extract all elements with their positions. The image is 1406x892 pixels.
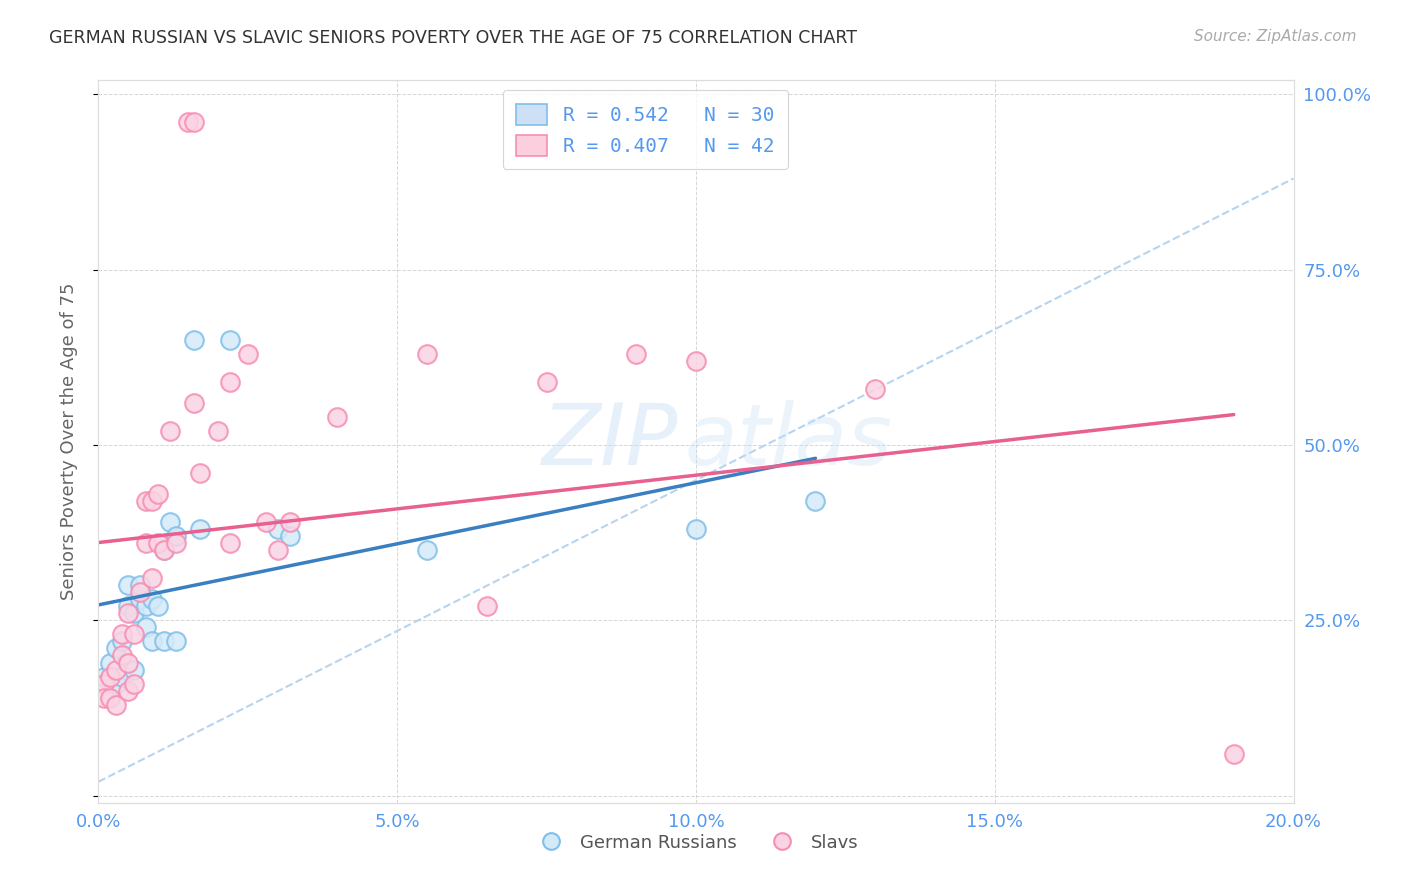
Point [416, 543, 439, 558]
Point [129, 592, 152, 607]
Point [165, 536, 187, 550]
Point [124, 663, 146, 677]
Point [153, 543, 176, 558]
Point [475, 599, 498, 614]
Point [165, 529, 187, 543]
Point [141, 494, 163, 508]
Point [219, 536, 242, 550]
Point [117, 578, 139, 592]
Point [129, 585, 152, 599]
Point [1223, 747, 1246, 761]
Point [165, 634, 187, 648]
Point [105, 641, 128, 656]
Point [105, 698, 128, 712]
Point [267, 543, 290, 558]
Point [111, 648, 134, 663]
Point [183, 333, 205, 347]
Point [111, 627, 134, 641]
Point [148, 487, 170, 501]
Point [236, 347, 259, 361]
Point [105, 663, 128, 677]
Point [124, 607, 146, 621]
Point [183, 115, 205, 129]
Point [685, 522, 707, 536]
Point [111, 669, 134, 683]
Point [153, 543, 176, 558]
Point [148, 599, 170, 614]
Legend: German Russians, Slavs: German Russians, Slavs [526, 826, 866, 859]
Point [278, 515, 301, 529]
Point [685, 354, 707, 368]
Point [111, 634, 134, 648]
Point [98, 656, 122, 670]
Point [124, 627, 146, 641]
Point [141, 592, 163, 607]
Point [219, 333, 242, 347]
Point [117, 607, 139, 621]
Point [93, 676, 115, 690]
Point [141, 571, 163, 585]
Point [804, 494, 827, 508]
Point [219, 375, 242, 389]
Text: Source: ZipAtlas.com: Source: ZipAtlas.com [1194, 29, 1357, 44]
Point [865, 382, 887, 396]
Point [135, 494, 157, 508]
Y-axis label: Seniors Poverty Over the Age of 75: Seniors Poverty Over the Age of 75 [59, 283, 77, 600]
Point [148, 536, 170, 550]
Point [98, 669, 122, 683]
Text: atlas: atlas [685, 400, 891, 483]
Point [326, 409, 349, 424]
Point [254, 515, 277, 529]
Point [183, 396, 205, 410]
Point [117, 599, 139, 614]
Point [188, 466, 211, 480]
Point [141, 634, 163, 648]
Point [159, 515, 181, 529]
Point [626, 347, 648, 361]
Point [117, 656, 139, 670]
Point [105, 676, 128, 690]
Point [135, 620, 157, 634]
Point [153, 634, 176, 648]
Point [117, 683, 139, 698]
Point [267, 522, 290, 536]
Point [207, 424, 229, 438]
Point [93, 669, 115, 683]
Point [416, 347, 439, 361]
Point [98, 690, 122, 705]
Point [93, 690, 115, 705]
Text: GERMAN RUSSIAN VS SLAVIC SENIORS POVERTY OVER THE AGE OF 75 CORRELATION CHART: GERMAN RUSSIAN VS SLAVIC SENIORS POVERTY… [49, 29, 858, 46]
Point [278, 529, 301, 543]
Text: ZIP: ZIP [541, 400, 678, 483]
Point [135, 536, 157, 550]
Point [159, 424, 181, 438]
Point [177, 115, 200, 129]
Point [135, 599, 157, 614]
Point [124, 676, 146, 690]
Point [536, 375, 558, 389]
Point [129, 578, 152, 592]
Point [188, 522, 211, 536]
